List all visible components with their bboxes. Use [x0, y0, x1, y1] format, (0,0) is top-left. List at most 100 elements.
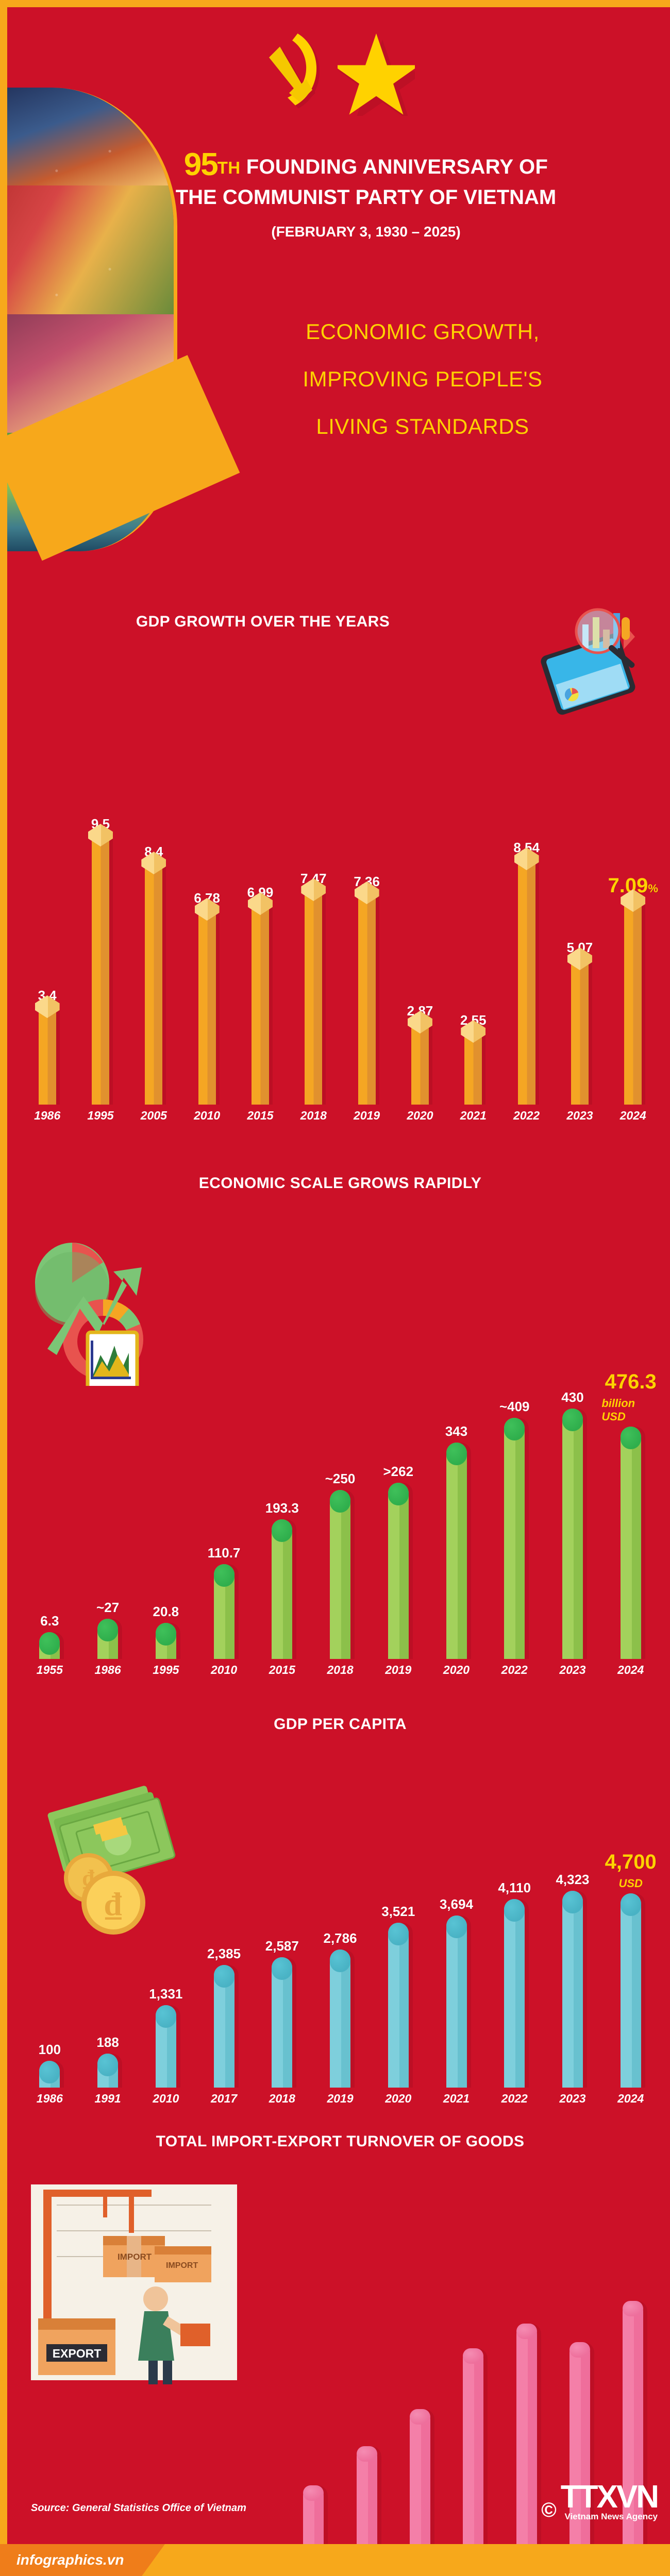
bar-column: ~27 — [79, 1370, 137, 1659]
x-tick: 2024 — [617, 2092, 644, 2105]
bar-value-label: 100 — [38, 2042, 61, 2057]
bar-value-label: >262 — [383, 1464, 414, 1479]
left-frame-bar — [0, 0, 7, 2576]
bar-value-label: ~250 — [325, 1471, 356, 1486]
pie-chart-growth-icon — [35, 1243, 143, 1386]
anniversary-suffix: TH — [217, 158, 241, 177]
bar-column: 4,323 — [544, 1851, 602, 2088]
photo-city-night — [7, 88, 174, 185]
bar-column: 8.4 — [127, 816, 180, 1105]
bar-column: 1,331 — [137, 1851, 195, 2088]
subtitle-line-3: LIVING STANDARDS — [316, 414, 529, 438]
bar-column: 188 — [79, 1851, 137, 2088]
x-tick: 2015 — [269, 1663, 295, 1676]
chart-1-bars: 3.4 9.5 8.4 6.78 6.99 7.47 7.36 2.87 2.5… — [21, 816, 660, 1105]
subtitle-line-1: ECONOMIC GROWTH, — [306, 319, 540, 344]
chart-4-bars — [21, 2298, 660, 2576]
bar-column-highlight: 7.09% — [607, 816, 660, 1105]
bar-column: ~250 — [311, 1370, 370, 1659]
bar-column — [553, 2298, 606, 2576]
bar-column — [393, 2298, 446, 2576]
bar-column: 4,110 — [485, 1851, 544, 2088]
chart-2-bars: 6.3 ~27 20.8 110.7 193.3 ~250 >262 343 ~… — [21, 1370, 660, 1659]
x-tick: 2005 — [140, 1109, 167, 1122]
x-tick: 2018 — [300, 1109, 327, 1122]
bar-column — [340, 2298, 393, 2576]
bar-value-label: 193.3 — [265, 1500, 299, 1516]
subtitle-line-2: IMPROVING PEOPLE'S — [303, 367, 543, 391]
x-tick: 2020 — [407, 1109, 433, 1122]
bar-column: 8.54 — [500, 816, 553, 1105]
bar-column: 2.55 — [447, 816, 500, 1105]
bar-value-label: ~27 — [96, 1600, 120, 1615]
party-emblem — [0, 21, 670, 124]
title-line-1: FOUNDING ANNIVERSARY OF — [246, 156, 548, 178]
bar-column: 2,786 — [311, 1851, 370, 2088]
top-frame-bar — [0, 0, 670, 7]
chart-gdp-per-capita: GDP PER CAPITA ₫ ₫ 100 188 1,331 2,38 — [21, 1716, 660, 2117]
x-tick: 2023 — [559, 2092, 586, 2105]
x-tick: 2022 — [513, 1109, 540, 1122]
bar-column: >262 — [369, 1370, 427, 1659]
copyright-symbol: © — [541, 2499, 557, 2521]
x-tick: 2018 — [327, 1663, 354, 1676]
bar-value-label: 110.7 — [207, 1545, 241, 1561]
bar-column: 5.07 — [553, 816, 606, 1105]
chart-1-x-axis: 1986 1995 2005 2010 2015 2018 2019 2020 … — [21, 1109, 660, 1129]
bar-value-label: 20.8 — [153, 1604, 179, 1619]
bar-column: 20.8 — [137, 1370, 195, 1659]
bar-value-label-highlight: 476.3 — [605, 1370, 657, 1393]
bar-value-label: 430 — [561, 1389, 584, 1405]
bar-value-label: 3,694 — [439, 1896, 474, 1912]
bar-column: 193.3 — [253, 1370, 311, 1659]
x-tick: 1991 — [94, 2092, 121, 2105]
bar-column: 7.47 — [287, 816, 340, 1105]
export-label: EXPORT — [53, 2347, 102, 2360]
bar-column: 6.3 — [21, 1370, 79, 1659]
chart-3-x-axis: 1986 1991 2010 2017 2018 2019 2020 2021 … — [21, 2092, 660, 2112]
x-tick: 2010 — [194, 1109, 221, 1122]
infographics-site-tag: infographics.vn — [0, 2544, 165, 2576]
chart-import-export: TOTAL IMPORT-EXPORT TURNOVER OF GOODS IM… — [21, 2133, 660, 2576]
star-icon — [338, 33, 415, 116]
bar-column — [500, 2298, 553, 2576]
x-tick: 2021 — [460, 1109, 487, 1122]
import-label-1: IMPORT — [118, 2252, 152, 2262]
bar-value-label: 2,786 — [323, 1930, 357, 1946]
bar-column: 2,587 — [253, 1851, 311, 2088]
agency-abbreviation: TTXVN — [560, 2479, 659, 2515]
chart-3-title: GDP PER CAPITA — [274, 1716, 407, 1733]
x-tick: 2024 — [619, 1109, 646, 1122]
bar-value-label: ~409 — [499, 1399, 530, 1414]
bar-column: 3,521 — [369, 1851, 427, 2088]
x-tick: 2010 — [210, 1663, 238, 1676]
chart-3-bars: 100 188 1,331 2,385 2,587 2,786 3,521 3,… — [21, 1851, 660, 2088]
x-tick: 1986 — [34, 1109, 61, 1122]
x-tick: 2023 — [566, 1109, 593, 1122]
bar-column: 7.36 — [340, 816, 393, 1105]
source-note: Source: General Statistics Office of Vie… — [31, 2502, 246, 2514]
x-tick: 1995 — [153, 1663, 179, 1676]
x-tick: 2018 — [269, 2092, 295, 2105]
bar-value-label: 2,385 — [207, 1946, 241, 1961]
chart-2-unit: billion USD — [601, 1397, 635, 1423]
chart-3-unit: USD — [618, 1877, 643, 1890]
hammer-sickle-icon — [269, 33, 320, 109]
agency-full-name: Vietnam News Agency — [564, 2512, 658, 2521]
x-tick: 2015 — [247, 1109, 274, 1122]
bar-value-label: 1,331 — [149, 1986, 183, 2002]
bar-column — [607, 2298, 660, 2576]
bar-column: 9.5 — [74, 816, 127, 1105]
bar-column-highlight: 4,700 USD — [601, 1851, 660, 2088]
x-tick: 2019 — [354, 1109, 380, 1122]
photo-flag-crowd — [7, 185, 174, 314]
bar-value-label: 188 — [96, 2035, 119, 2050]
x-tick: 1955 — [36, 1663, 63, 1676]
x-tick: 2019 — [327, 2092, 354, 2105]
chart-gdp-growth: GDP GROWTH OVER THE YEARS 3.4 9.5 — [21, 608, 660, 1133]
bar-column: 3.4 — [21, 816, 74, 1105]
bar-column: 343 — [427, 1370, 485, 1659]
bar-column: 100 — [21, 1851, 79, 2088]
bar-column — [233, 2298, 287, 2576]
